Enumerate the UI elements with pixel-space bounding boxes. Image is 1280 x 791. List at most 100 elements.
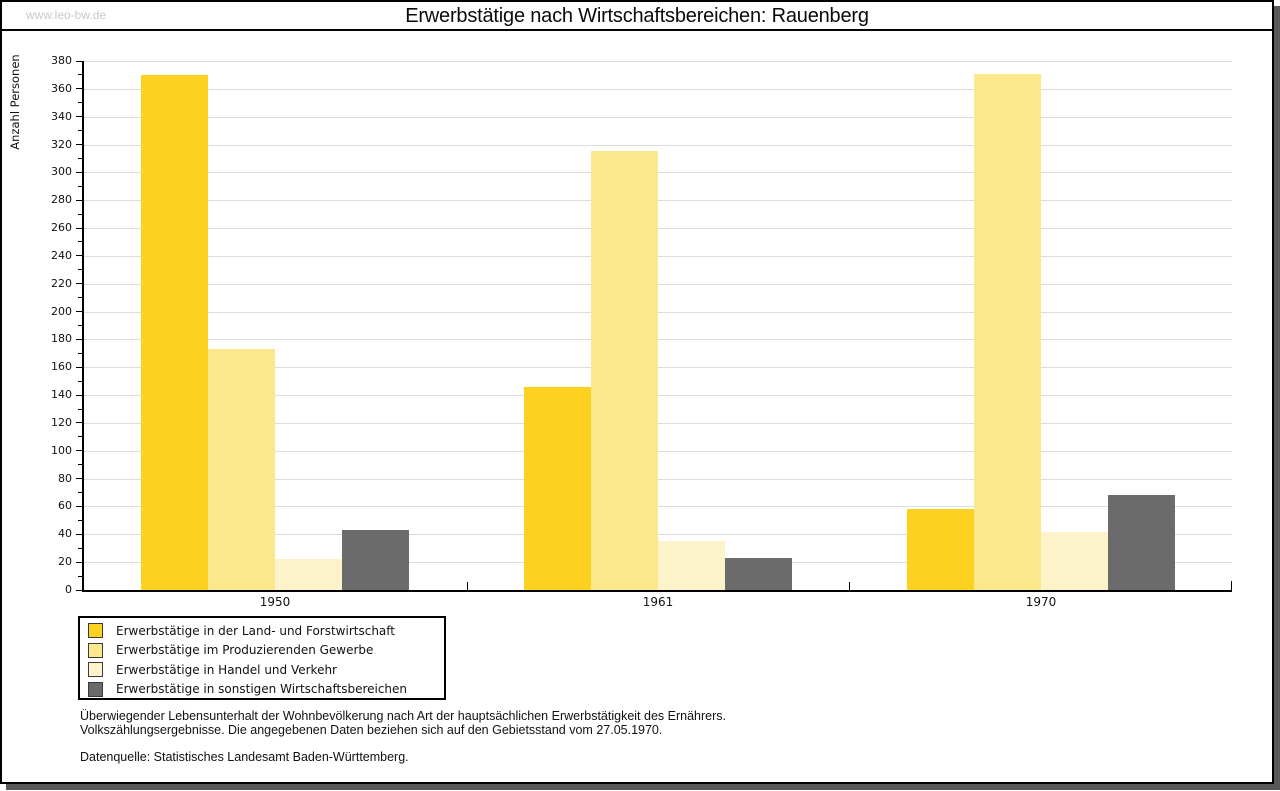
x-section-tick-2 bbox=[849, 582, 850, 590]
x-axis-end-tick bbox=[1231, 581, 1232, 590]
y-major-tick-20 bbox=[76, 561, 82, 563]
plot-area: 0 20 40 60 80 100 120 140 160 180 200 220 240 260 280 3… bbox=[51, 54, 1232, 609]
y-tick-label-120: 120 bbox=[51, 415, 72, 429]
x-tick-label-1970: 1970 bbox=[1025, 595, 1057, 609]
y-tick-label-40: 40 bbox=[58, 527, 72, 541]
legend-label-3: Erwerbstätige in Handel und Verkehr bbox=[116, 662, 337, 677]
gridline-y-40 bbox=[84, 534, 1232, 536]
y-tick-label-260: 260 bbox=[51, 221, 72, 235]
y-major-tick-240 bbox=[76, 255, 82, 257]
legend-swatch-1 bbox=[88, 623, 103, 639]
y-major-tick-40 bbox=[76, 533, 82, 535]
footnotes: Überwiegender Lebensunterhalt der Wohnbe… bbox=[80, 709, 726, 764]
y-minor-tick-350 bbox=[78, 102, 82, 104]
y-tick-label-340: 340 bbox=[51, 109, 72, 123]
chart-header: www.leo-bw.de Erwerbstätige nach Wirtsch… bbox=[2, 2, 1272, 31]
y-minor-tick-10 bbox=[78, 575, 82, 577]
y-tick-label-220: 220 bbox=[51, 276, 72, 290]
y-tick-label-280: 280 bbox=[51, 193, 72, 207]
y-tick-label-140: 140 bbox=[51, 388, 72, 402]
gridline-y-380 bbox=[84, 61, 1232, 62]
legend-swatch-2 bbox=[88, 642, 103, 658]
gridline-y-60 bbox=[84, 506, 1232, 508]
x-tick-label-1961: 1961 bbox=[642, 595, 674, 609]
gridline-y-320 bbox=[84, 144, 1232, 146]
y-minor-tick-370 bbox=[78, 74, 82, 76]
y-minor-tick-110 bbox=[78, 436, 82, 438]
y-tick-label-200: 200 bbox=[51, 304, 72, 318]
y-major-tick-280 bbox=[76, 199, 82, 201]
legend-label-4: Erwerbstätige in sonstigen Wirtschaftsbe… bbox=[116, 682, 408, 697]
gridline-y-140 bbox=[84, 395, 1232, 397]
y-tick-label-240: 240 bbox=[51, 248, 72, 262]
y-tick-label-60: 60 bbox=[58, 499, 72, 513]
bar-1950-series-3 bbox=[275, 559, 342, 590]
bar-1950-series-2 bbox=[208, 349, 275, 590]
chart-title: Erwerbstätige nach Wirtschaftsbereichen:… bbox=[405, 5, 869, 27]
legend-swatch-4 bbox=[88, 681, 103, 697]
gridline-y-240 bbox=[84, 255, 1232, 257]
gridline-y-280 bbox=[84, 200, 1232, 202]
y-minor-tick-150 bbox=[78, 380, 82, 382]
y-major-tick-300 bbox=[76, 171, 82, 173]
footnote-line-1: Überwiegender Lebensunterhalt der Wohnbe… bbox=[80, 709, 726, 723]
gridline-y-260 bbox=[84, 228, 1232, 230]
y-tick-label-20: 20 bbox=[58, 555, 72, 569]
bar-1950-series-1 bbox=[141, 75, 208, 590]
y-major-tick-120 bbox=[76, 422, 82, 424]
legend-label-1: Erwerbstätige in der Land- und Forstwirt… bbox=[116, 623, 395, 638]
y-tick-label-100: 100 bbox=[51, 443, 72, 457]
y-major-tick-100 bbox=[76, 450, 82, 452]
y-major-tick-260 bbox=[76, 227, 82, 229]
y-tick-label-160: 160 bbox=[51, 360, 72, 374]
y-minor-tick-250 bbox=[78, 241, 82, 243]
gridline-y-180 bbox=[84, 339, 1232, 341]
legend-label-2: Erwerbstätige im Produzierenden Gewerbe bbox=[116, 643, 374, 658]
y-major-tick-160 bbox=[76, 366, 82, 368]
y-minor-tick-70 bbox=[78, 492, 82, 494]
legend-item-3: Erwerbstätige in Handel und Verkehr bbox=[80, 660, 444, 680]
gridline-y-100 bbox=[84, 450, 1232, 452]
bar-1961-series-1 bbox=[524, 387, 591, 590]
y-minor-tick-330 bbox=[78, 130, 82, 132]
bar-1970-series-4 bbox=[1108, 495, 1175, 590]
y-major-tick-0 bbox=[76, 589, 82, 591]
y-major-tick-340 bbox=[76, 116, 82, 118]
y-minor-tick-310 bbox=[78, 157, 82, 159]
y-tick-label-320: 320 bbox=[51, 137, 72, 151]
y-major-tick-200 bbox=[76, 311, 82, 313]
legend: Erwerbstätige in der Land- und Forstwirt… bbox=[78, 616, 446, 700]
y-major-tick-380 bbox=[76, 60, 82, 62]
legend-item-4: Erwerbstätige in sonstigen Wirtschaftsbe… bbox=[80, 680, 444, 700]
y-tick-label-180: 180 bbox=[51, 332, 72, 346]
y-tick-label-380: 380 bbox=[51, 54, 72, 67]
y-major-tick-360 bbox=[76, 88, 82, 90]
footnote-line-2: Volkszählungsergebnisse. Die angegebenen… bbox=[80, 723, 663, 737]
gridline-y-220 bbox=[84, 283, 1232, 285]
y-minor-tick-210 bbox=[78, 297, 82, 299]
gridline-y-340 bbox=[84, 116, 1232, 118]
bar-1950-series-4 bbox=[342, 530, 409, 590]
y-major-tick-80 bbox=[76, 478, 82, 480]
y-minor-tick-230 bbox=[78, 269, 82, 271]
y-minor-tick-270 bbox=[78, 213, 82, 215]
bar-1961-series-2 bbox=[591, 151, 658, 590]
gridline-y-360 bbox=[84, 88, 1232, 90]
legend-item-1: Erwerbstätige in der Land- und Forstwirt… bbox=[80, 621, 444, 641]
y-minor-tick-90 bbox=[78, 464, 82, 466]
y-minor-tick-30 bbox=[78, 547, 82, 549]
y-major-tick-320 bbox=[76, 144, 82, 146]
y-tick-label-360: 360 bbox=[51, 81, 72, 95]
data-source: Datenquelle: Statistisches Landesamt Bad… bbox=[80, 750, 409, 764]
bar-1970-series-3 bbox=[1041, 532, 1108, 590]
bar-1970-series-1 bbox=[907, 509, 974, 590]
bar-1970-series-2 bbox=[974, 74, 1041, 590]
gridline-y-200 bbox=[84, 311, 1232, 313]
gridline-y-300 bbox=[84, 172, 1232, 174]
y-axis-title: Anzahl Personen bbox=[8, 54, 22, 150]
y-minor-tick-130 bbox=[78, 408, 82, 410]
legend-item-2: Erwerbstätige im Produzierenden Gewerbe bbox=[80, 641, 444, 661]
bar-1961-series-4 bbox=[725, 558, 792, 590]
y-major-tick-220 bbox=[76, 283, 82, 285]
